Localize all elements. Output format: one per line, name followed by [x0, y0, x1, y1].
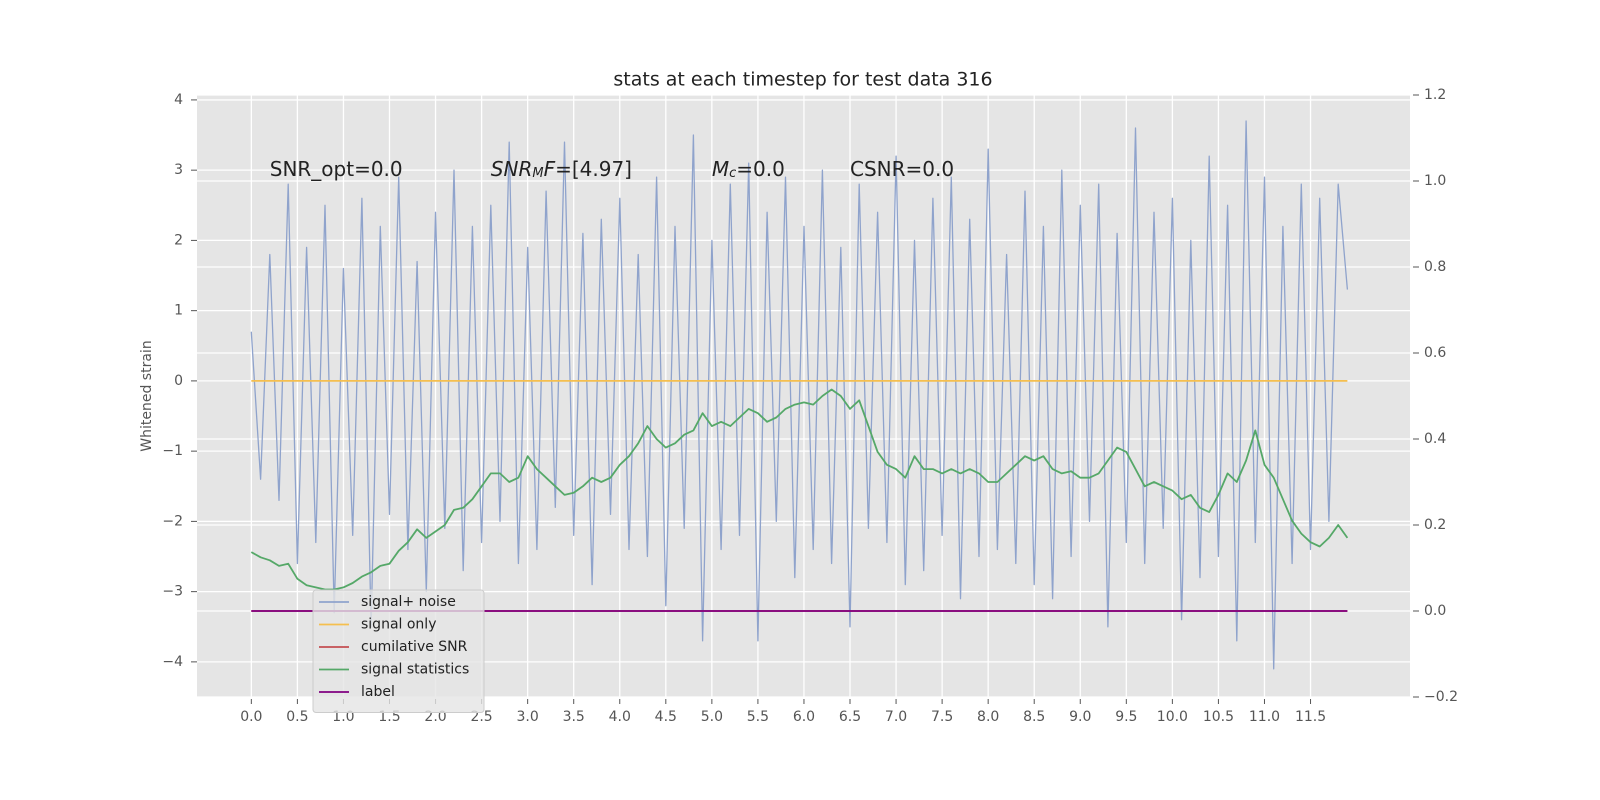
y-tick-label: −1: [162, 443, 183, 459]
x-tick-label: 9.0: [1069, 709, 1091, 725]
y-tick-label: 4: [174, 92, 183, 108]
x-tick-label: 0.5: [286, 709, 308, 725]
y2-tick-label: 1.0: [1424, 173, 1446, 189]
annotation-part: CSNR=0.0: [850, 157, 954, 181]
x-tick-label: 11.5: [1295, 709, 1326, 725]
annotation-part: F: [544, 157, 556, 181]
y2-tick-label: 0.8: [1424, 259, 1446, 275]
y-axis-label: Whitened strain: [139, 340, 155, 451]
y-tick-label: 2: [174, 232, 183, 248]
annotation: SNRMF=[4.97]: [491, 157, 632, 182]
y2-tick-label: 0.2: [1424, 517, 1446, 533]
annotation-part: SNR_opt=0.0: [270, 157, 403, 181]
annotation: Mc=0.0: [712, 157, 785, 182]
y-tick-label: 3: [174, 162, 183, 178]
y2-tick-label: 0.0: [1424, 603, 1446, 619]
x-tick-label: 3.0: [517, 709, 539, 725]
x-tick-label: 6.5: [839, 709, 861, 725]
x-tick-label: 4.5: [655, 709, 677, 725]
y2-tick-label: 0.6: [1424, 345, 1446, 361]
y-tick-label: −4: [162, 654, 183, 670]
legend-label: label: [361, 684, 395, 700]
chart-title: stats at each timestep for test data 316: [613, 69, 992, 91]
y-tick-label: 0: [174, 373, 183, 389]
y-tick-label: 1: [174, 303, 183, 319]
x-tick-label: 5.0: [701, 709, 723, 725]
annotation-part: c: [729, 167, 736, 182]
x-tick-label: 9.5: [1115, 709, 1137, 725]
annotation-part: =0.0: [736, 157, 785, 181]
annotation-part: =[4.97]: [555, 157, 632, 181]
legend-box: [312, 589, 485, 713]
y-tick-label: −3: [162, 584, 183, 600]
x-tick-label: 8.0: [977, 709, 999, 725]
x-tick-label: 7.0: [885, 709, 907, 725]
annotation-part: SNR: [491, 157, 533, 181]
x-tick-label: 5.5: [747, 709, 769, 725]
legend-label: cumilative SNR: [361, 639, 468, 655]
y2-tick-label: −0.2: [1424, 689, 1458, 705]
legend-label: signal only: [361, 617, 436, 633]
y-tick-label: −2: [162, 513, 183, 529]
annotation-part: M: [712, 157, 729, 181]
x-tick-label: 6.0: [793, 709, 815, 725]
x-tick-label: 11.0: [1249, 709, 1280, 725]
legend-label: signal statistics: [361, 662, 469, 678]
x-tick-label: 3.5: [563, 709, 585, 725]
annotation: CSNR=0.0: [850, 157, 954, 181]
annotation: SNR_opt=0.0: [270, 157, 403, 181]
y2-tick-label: 0.4: [1424, 431, 1446, 447]
y2-tick-label: 1.2: [1424, 87, 1446, 103]
annotation-part: M: [532, 167, 543, 182]
x-tick-label: 8.5: [1023, 709, 1045, 725]
x-tick-label: 7.5: [931, 709, 953, 725]
series-line: [250, 120, 1349, 670]
x-tick-label: 0.0: [240, 709, 262, 725]
legend-label: signal+ noise: [361, 594, 456, 610]
series-line: [250, 388, 1349, 591]
x-tick-label: 10.0: [1157, 709, 1188, 725]
x-tick-label: 10.5: [1203, 709, 1234, 725]
x-tick-label: 4.0: [609, 709, 631, 725]
